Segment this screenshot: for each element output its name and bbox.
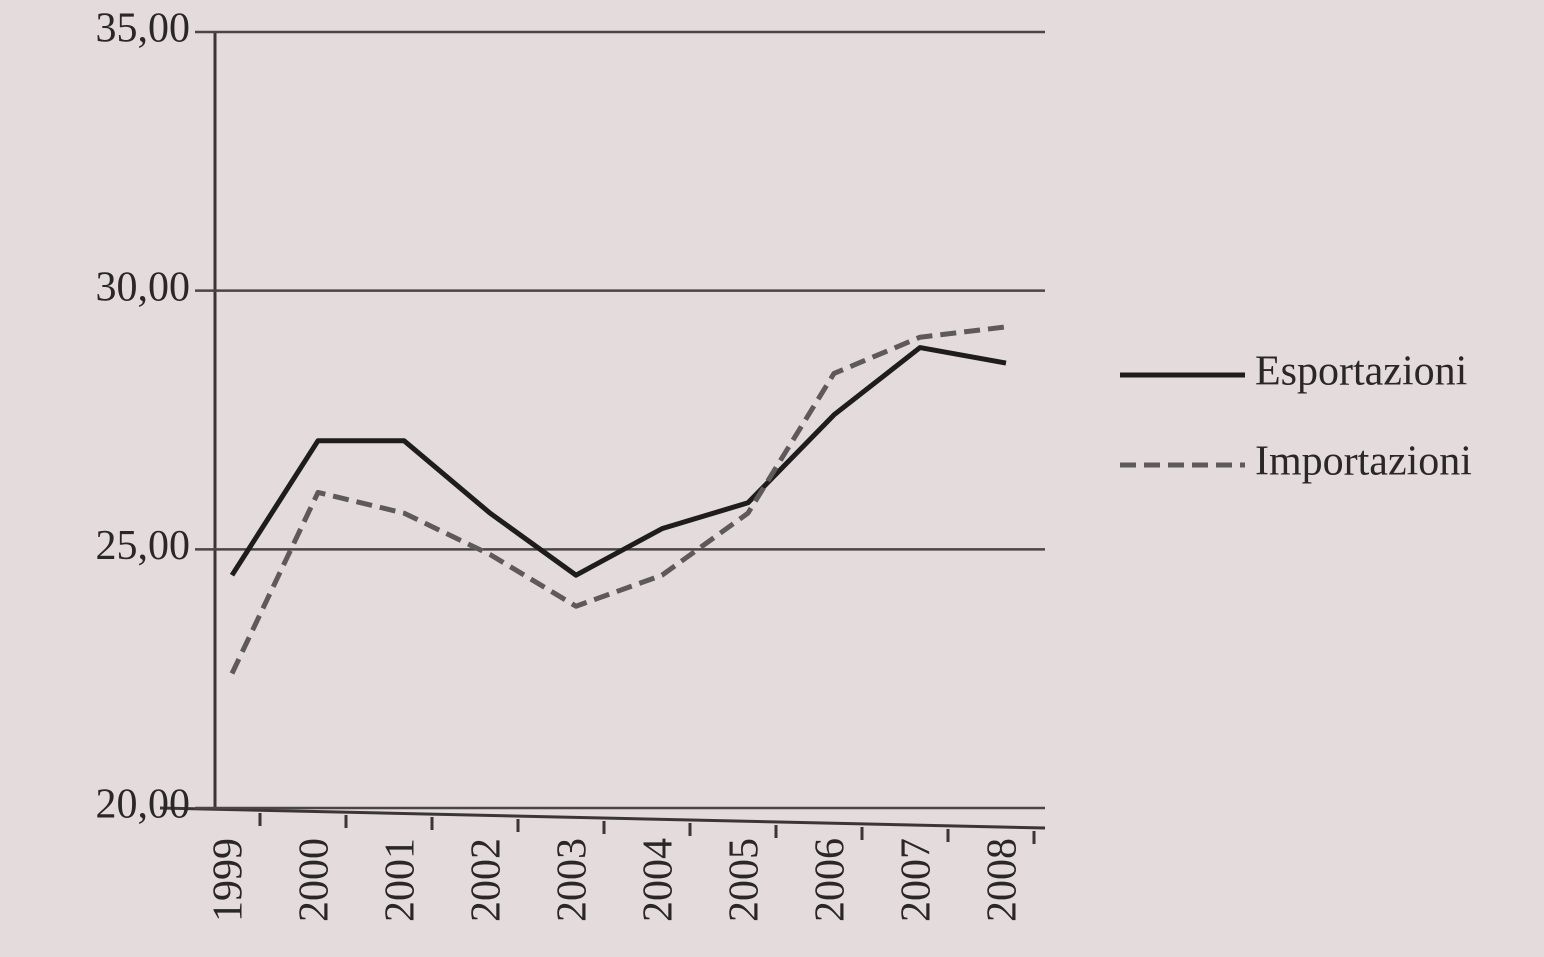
series-line: [229, 324, 1007, 675]
x-tick-label: 2001: [378, 838, 424, 922]
y-tick-label: 35,00: [96, 6, 191, 52]
x-axis: [159, 806, 1046, 830]
x-tick-label: 2002: [464, 838, 510, 922]
x-tick-label: 2007: [894, 838, 940, 922]
legend-label: Importazioni: [1255, 439, 1472, 485]
y-tick-label: 30,00: [96, 264, 191, 310]
x-tick-label: 1999: [206, 838, 252, 922]
y-tick-label: 25,00: [96, 523, 191, 569]
x-tick-label: 2003: [550, 838, 596, 922]
y-tick-label: 20,00: [96, 782, 191, 828]
legend-label: Esportazioni: [1255, 349, 1467, 395]
x-tick-label: 2008: [980, 838, 1026, 922]
x-tick-label: 2005: [722, 838, 768, 922]
x-tick-label: 2000: [292, 838, 338, 922]
x-tick-label: 2006: [808, 838, 854, 922]
x-tick-label: 2004: [636, 838, 682, 922]
series-line: [229, 345, 1007, 578]
